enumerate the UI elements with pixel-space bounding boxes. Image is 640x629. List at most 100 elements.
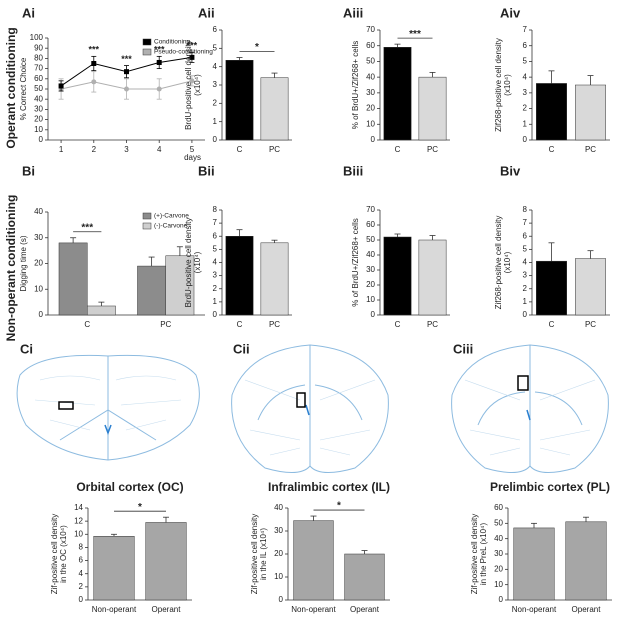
- y-tick-label: 0: [79, 595, 84, 604]
- significance-label: ***: [187, 41, 198, 51]
- significance-label: *: [138, 502, 142, 513]
- y-tick-label: 6: [79, 556, 84, 565]
- x-tick-label: 1: [59, 145, 64, 154]
- y-tick-label: 0: [213, 135, 218, 144]
- y-tick-label: 1: [213, 117, 218, 126]
- y-axis-label: % of BrdU+/Zif268+ cells: [351, 41, 360, 129]
- y-tick-label: 8: [213, 205, 218, 214]
- panel-label: Biv: [500, 163, 521, 178]
- bar: [418, 76, 447, 141]
- panel-label: Aiv: [500, 5, 521, 20]
- y-tick-label: 6: [213, 25, 218, 34]
- y-axis-label: Digging time (s): [19, 235, 28, 291]
- x-tick-label: C: [549, 145, 555, 154]
- y-tick-label: 40: [494, 534, 503, 543]
- y-tick-label: 1: [523, 297, 528, 306]
- y-tick-label: 70: [34, 64, 43, 73]
- bar: [145, 522, 187, 601]
- y-tick-label: 5: [213, 244, 218, 253]
- bar: [575, 84, 606, 141]
- y-axis-label: Zif268-positive cell density: [494, 38, 503, 132]
- y-tick-label: 8: [79, 543, 84, 552]
- y-tick-label: 20: [366, 104, 375, 113]
- legend-swatch: [142, 222, 152, 230]
- significance-label: ***: [121, 54, 132, 64]
- x-tick-label: C: [549, 320, 555, 329]
- y-axis-label: Zif-positive cell density: [470, 514, 479, 594]
- y-tick-label: 2: [523, 284, 528, 293]
- y-tick-label: 4: [79, 569, 84, 578]
- y-tick-label: 0: [213, 310, 218, 319]
- y-tick-label: 3: [213, 271, 218, 280]
- bar: [225, 236, 254, 316]
- point: [189, 54, 195, 60]
- x-tick-label: 4: [157, 145, 162, 154]
- y-tick-label: 4: [523, 258, 528, 267]
- y-tick-label: 20: [494, 564, 503, 573]
- panel-label: Aii: [198, 5, 215, 20]
- y-tick-label: 50: [366, 235, 375, 244]
- y-tick-label: 10: [494, 580, 503, 589]
- y-tick-label: 3: [213, 80, 218, 89]
- y-tick-label: 100: [30, 33, 44, 42]
- y-tick-label: 0: [371, 135, 376, 144]
- panel-label: Aiii: [343, 5, 363, 20]
- x-tick-label: Operant: [572, 605, 602, 614]
- y-axis-label: Zif268-positive cell density: [494, 216, 503, 310]
- x-tick-label: PC: [427, 320, 438, 329]
- y-tick-label: 40: [274, 503, 283, 512]
- y-tick-label: 1: [523, 119, 528, 128]
- y-tick-label: 5: [523, 244, 528, 253]
- y-tick-label: 0: [523, 135, 528, 144]
- y-tick-label: 4: [523, 72, 528, 81]
- y-tick-label: 70: [366, 205, 375, 214]
- y-tick-label: 60: [494, 503, 503, 512]
- y-tick-label: 20: [366, 280, 375, 289]
- x-tick-label: PC: [269, 320, 280, 329]
- y-tick-label: 10: [366, 119, 375, 128]
- y-tick-label: 20: [34, 259, 43, 268]
- y-tick-label: 10: [74, 529, 83, 538]
- legend-label: (+)-Carvone: [154, 213, 189, 220]
- legend-swatch: [142, 38, 152, 46]
- y-tick-label: 30: [366, 88, 375, 97]
- chart-title: Infralimbic cortex (IL): [268, 480, 390, 494]
- x-tick-label: 2: [92, 145, 97, 154]
- point: [58, 83, 64, 89]
- point: [156, 59, 162, 65]
- y-axis-label: % Correct Choice: [19, 57, 28, 120]
- x-tick-label: Non-operant: [512, 605, 557, 614]
- bar: [165, 255, 195, 316]
- y-tick-label: 60: [366, 41, 375, 50]
- y-tick-label: 60: [366, 220, 375, 229]
- x-tick-label: C: [237, 320, 243, 329]
- point: [124, 69, 129, 75]
- bar: [536, 260, 567, 316]
- x-tick-label: Non-operant: [291, 605, 336, 614]
- legend-swatch: [142, 212, 152, 220]
- y-tick-label: 20: [34, 115, 43, 124]
- bar: [383, 47, 412, 141]
- bar: [565, 521, 607, 601]
- y-tick-label: 70: [366, 25, 375, 34]
- y-tick-label: 8: [523, 205, 528, 214]
- y-tick-label: 50: [366, 57, 375, 66]
- bar: [293, 520, 334, 601]
- panel-label: Ci: [20, 341, 33, 356]
- y-tick-label: 10: [34, 125, 43, 134]
- point: [124, 86, 129, 92]
- y-tick-label: 30: [366, 265, 375, 274]
- y-tick-label: 7: [523, 218, 528, 227]
- point: [91, 61, 97, 66]
- x-tick-label: C: [395, 320, 401, 329]
- y-axis-label: Zif-positive cell density: [250, 514, 259, 594]
- y-axis-label: BrdU-positive cell density: [184, 218, 193, 308]
- y-tick-label: 5: [523, 57, 528, 66]
- y-axis-label: BrdU-positive cell density: [184, 40, 193, 130]
- chart-title: Orbital cortex (OC): [76, 480, 183, 494]
- point: [91, 79, 97, 85]
- y-tick-label: 30: [34, 105, 43, 114]
- bar: [418, 239, 447, 316]
- y-axis-label: (x10⁴): [193, 251, 202, 273]
